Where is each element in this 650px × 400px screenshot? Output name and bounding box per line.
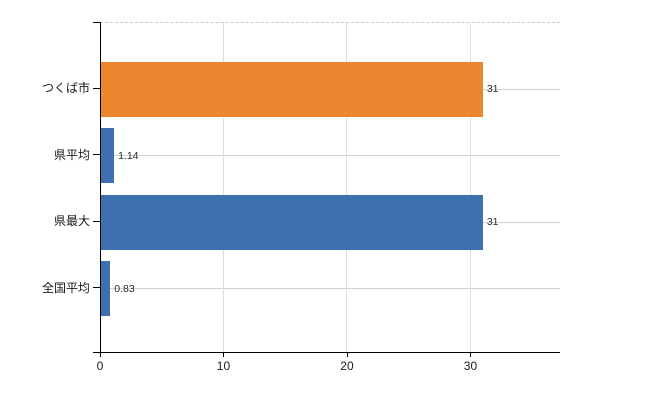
bar-value-label: 1.14: [118, 149, 139, 162]
category-label: つくば市: [41, 81, 90, 95]
bar-value-label: 31: [486, 83, 499, 95]
category-label: 全国平均: [41, 280, 90, 295]
x-tick-label: 0: [96, 359, 104, 373]
y-axis-tick: [93, 87, 100, 89]
bar-value-label: 0.83: [114, 282, 135, 295]
x-axis-tick: [346, 352, 348, 357]
y-axis-tick: [93, 154, 100, 155]
x-tick-label: 20: [340, 359, 354, 373]
bar-value-label: 31: [486, 216, 499, 228]
x-axis-line: [93, 352, 560, 353]
y-axis-line: [100, 22, 101, 352]
x-tick-label: 30: [463, 359, 478, 373]
v-gridline: [222, 23, 224, 353]
x-axis-tick: [100, 352, 101, 357]
x-axis-tick: [470, 352, 472, 357]
x-axis-tick: [223, 352, 225, 357]
v-gridline: [346, 23, 348, 353]
y-axis-tick: [93, 220, 100, 222]
bar: [100, 194, 483, 250]
bar: [100, 128, 115, 183]
x-tick-label: 10: [216, 359, 231, 373]
category-label: 県平均: [53, 147, 90, 162]
v-gridline: [469, 23, 471, 353]
plot-area: 31 1.14 31 0.83: [100, 22, 560, 353]
y-axis-top-tick: [93, 22, 100, 23]
category-label: 県最大: [53, 214, 90, 228]
bar: [100, 61, 483, 117]
h-gridline: [100, 155, 560, 156]
y-axis-tick: [93, 287, 100, 288]
h-gridline: [100, 288, 560, 289]
bar: [100, 261, 111, 316]
